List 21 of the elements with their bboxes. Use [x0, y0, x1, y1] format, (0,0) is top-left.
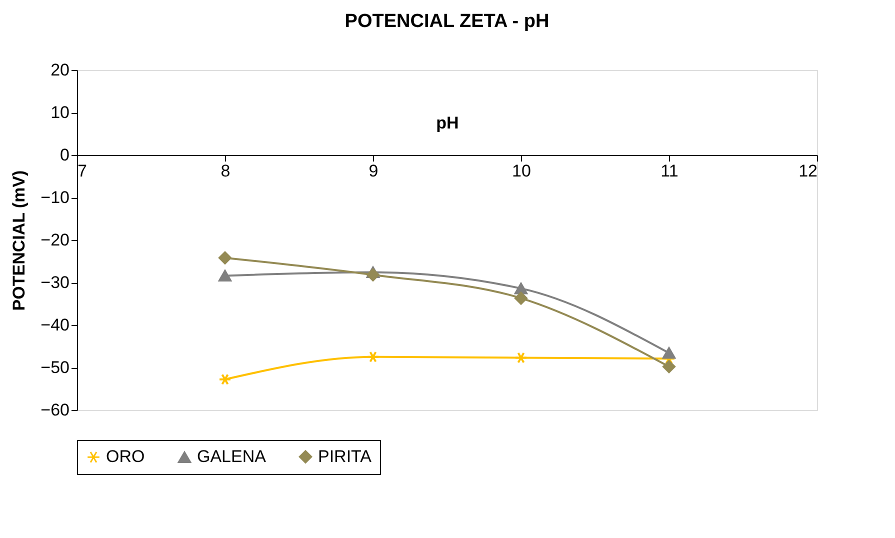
- y-tick-label: −40: [40, 316, 70, 334]
- y-tick-label: −10: [40, 188, 70, 207]
- x-tick-label: 11: [660, 162, 678, 180]
- legend-label: GALENA: [197, 447, 267, 466]
- x-tick-label: 8: [220, 162, 230, 180]
- x-tick-label: 10: [512, 162, 531, 180]
- x-tick-label: 7: [78, 162, 87, 180]
- y-tick-label: −30: [40, 273, 70, 292]
- x-axis-title: pH: [436, 114, 459, 132]
- legend-label: PIRITA: [318, 446, 372, 466]
- x-tick-label: 12: [798, 162, 818, 180]
- y-tick-label: −50: [40, 358, 70, 377]
- y-axis-title: POTENCIAL (mV): [10, 170, 29, 311]
- y-tick-label: −20: [40, 230, 70, 250]
- y-tick-label: −60: [40, 400, 70, 420]
- y-tick-label: 10: [50, 103, 70, 122]
- legend-label: ORO: [106, 447, 145, 466]
- chart-title: POTENCIAL ZETA - pH: [344, 11, 550, 32]
- y-tick-label: 0: [60, 146, 70, 164]
- y-tick-label: 20: [50, 60, 70, 80]
- x-tick-label: 9: [368, 162, 378, 180]
